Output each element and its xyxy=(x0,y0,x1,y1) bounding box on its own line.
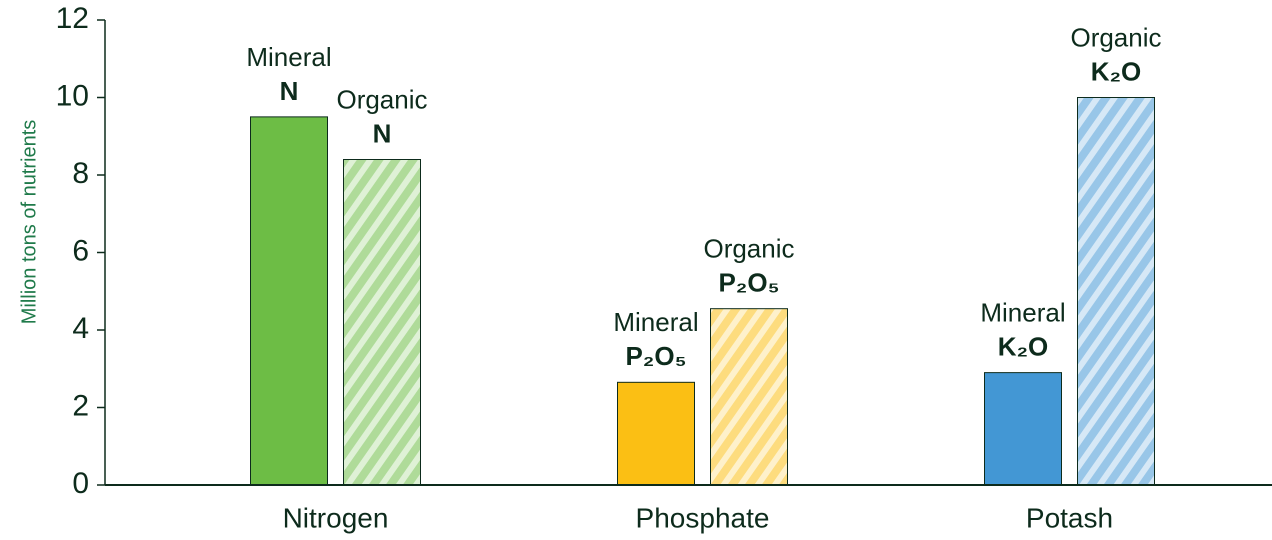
bar-label-formula: P₂O₅ xyxy=(718,268,779,298)
y-tick-label: 10 xyxy=(56,79,89,112)
y-tick-label: 12 xyxy=(56,2,89,35)
bar-label-formula: K₂O xyxy=(1091,56,1142,86)
bar xyxy=(710,308,788,486)
bar-label-name: Mineral xyxy=(980,298,1065,328)
y-axis-label: Million tons of nutrients xyxy=(18,120,40,325)
bar xyxy=(343,159,421,486)
bar-label-formula: K₂O xyxy=(998,332,1049,362)
bar-label-formula: N xyxy=(280,76,299,106)
bar xyxy=(617,381,695,486)
y-tick-label: 4 xyxy=(72,312,89,345)
bar xyxy=(1077,97,1155,486)
y-tick-label: 6 xyxy=(72,234,89,267)
y-tick-label: 8 xyxy=(72,157,89,190)
bar-label-formula: N xyxy=(373,118,392,148)
bar-label-name: Mineral xyxy=(246,42,331,72)
x-tick-label: Phosphate xyxy=(636,502,770,533)
bar-label-name: Organic xyxy=(703,234,794,264)
y-tick-label: 0 xyxy=(72,467,89,500)
bar xyxy=(250,116,328,486)
bar-label-name: Organic xyxy=(336,84,427,114)
bar-label-formula: P₂O₅ xyxy=(625,341,686,371)
bar xyxy=(984,372,1062,486)
y-tick-label: 2 xyxy=(72,389,89,422)
bar-label-name: Organic xyxy=(1070,22,1161,52)
x-tick-label: Nitrogen xyxy=(283,502,389,533)
x-tick-label: Potash xyxy=(1026,502,1113,533)
bar-label-name: Mineral xyxy=(613,307,698,337)
